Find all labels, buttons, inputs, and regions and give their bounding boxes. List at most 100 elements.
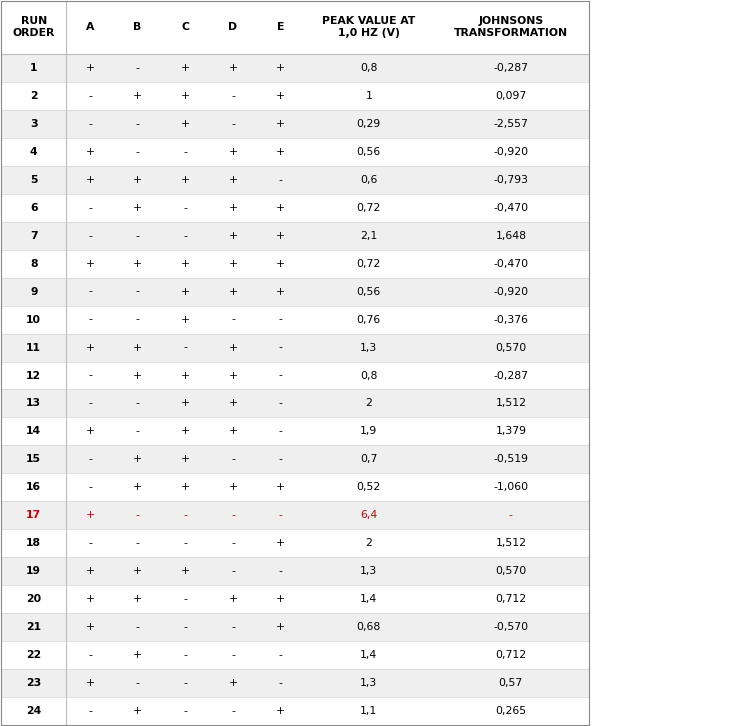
Text: +: + (133, 343, 142, 353)
Text: -: - (136, 678, 139, 688)
Text: -: - (184, 343, 187, 353)
Text: -: - (184, 678, 187, 688)
Text: 23: 23 (26, 678, 41, 688)
Text: -: - (279, 678, 283, 688)
Text: +: + (133, 483, 142, 492)
Text: -: - (88, 118, 92, 129)
Text: -: - (279, 343, 283, 353)
Text: -0,470: -0,470 (493, 203, 528, 213)
Text: -0,920: -0,920 (493, 287, 528, 296)
Text: 8: 8 (30, 258, 37, 269)
Text: -0,287: -0,287 (493, 370, 528, 380)
Text: -: - (184, 622, 187, 632)
Text: +: + (228, 595, 238, 604)
Bar (1, 613, 589, 641)
Text: +: + (181, 175, 190, 184)
Text: -0,287: -0,287 (493, 62, 528, 73)
Text: +: + (228, 258, 238, 269)
Bar (1, 389, 589, 417)
Text: +: + (181, 426, 190, 436)
Bar (1, 82, 589, 110)
Text: 2: 2 (366, 399, 372, 409)
Text: 1,648: 1,648 (495, 231, 526, 240)
Text: -: - (88, 539, 92, 548)
Text: -: - (279, 370, 283, 380)
Text: 0,6: 0,6 (360, 175, 377, 184)
Text: 0,7: 0,7 (360, 454, 377, 465)
Text: +: + (85, 595, 95, 604)
Text: +: + (85, 175, 95, 184)
Text: +: + (228, 147, 238, 157)
Text: +: + (181, 91, 190, 101)
Text: +: + (228, 203, 238, 213)
Text: +: + (276, 231, 286, 240)
Text: 0,097: 0,097 (495, 91, 526, 101)
Text: +: + (276, 622, 286, 632)
Text: +: + (228, 343, 238, 353)
Text: +: + (133, 595, 142, 604)
Text: 13: 13 (26, 399, 41, 409)
Text: +: + (276, 118, 286, 129)
Text: 1,3: 1,3 (360, 678, 377, 688)
Text: -: - (279, 426, 283, 436)
Text: 5: 5 (30, 175, 37, 184)
Text: 1,3: 1,3 (360, 566, 377, 576)
Text: +: + (228, 399, 238, 409)
Text: -0,376: -0,376 (493, 314, 528, 325)
Text: -: - (231, 706, 235, 717)
Text: -: - (184, 231, 187, 240)
Text: +: + (133, 566, 142, 576)
Text: -: - (88, 399, 92, 409)
Text: 1: 1 (30, 62, 37, 73)
Text: -: - (279, 175, 283, 184)
Text: 11: 11 (26, 343, 41, 353)
Bar (1, 250, 589, 277)
Text: +: + (181, 62, 190, 73)
Text: -: - (88, 203, 92, 213)
Text: 0,265: 0,265 (495, 706, 526, 717)
Text: -: - (279, 314, 283, 325)
Text: -: - (88, 91, 92, 101)
Text: -: - (136, 118, 139, 129)
Text: +: + (85, 62, 95, 73)
Text: 17: 17 (26, 510, 41, 521)
Text: -: - (184, 595, 187, 604)
Text: +: + (276, 706, 286, 717)
Text: +: + (181, 454, 190, 465)
Text: +: + (133, 370, 142, 380)
Bar (1, 585, 589, 613)
Text: 7: 7 (30, 231, 37, 240)
Text: 0,68: 0,68 (357, 622, 381, 632)
Text: 16: 16 (26, 483, 41, 492)
Bar (1, 221, 589, 250)
Text: -: - (279, 566, 283, 576)
Text: -: - (88, 650, 92, 661)
Text: -: - (231, 510, 235, 521)
Text: -: - (88, 483, 92, 492)
Text: -: - (136, 426, 139, 436)
Text: +: + (276, 62, 286, 73)
Text: 0,8: 0,8 (360, 370, 377, 380)
Text: -: - (136, 287, 139, 296)
Bar (1, 641, 589, 669)
Bar (1, 54, 589, 82)
Bar (1, 558, 589, 585)
Text: +: + (181, 287, 190, 296)
Text: 22: 22 (26, 650, 41, 661)
Text: +: + (133, 91, 142, 101)
Bar (1, 110, 589, 138)
Text: +: + (133, 454, 142, 465)
Text: 3: 3 (30, 118, 37, 129)
Text: -: - (231, 539, 235, 548)
Text: +: + (276, 258, 286, 269)
Text: +: + (133, 203, 142, 213)
Text: 18: 18 (26, 539, 41, 548)
Text: +: + (228, 175, 238, 184)
Bar (1, 138, 589, 166)
Text: -: - (184, 539, 187, 548)
Bar (1, 446, 589, 473)
Text: 24: 24 (26, 706, 41, 717)
Text: 0,570: 0,570 (495, 566, 526, 576)
Text: -: - (136, 231, 139, 240)
Bar (1, 1, 589, 54)
